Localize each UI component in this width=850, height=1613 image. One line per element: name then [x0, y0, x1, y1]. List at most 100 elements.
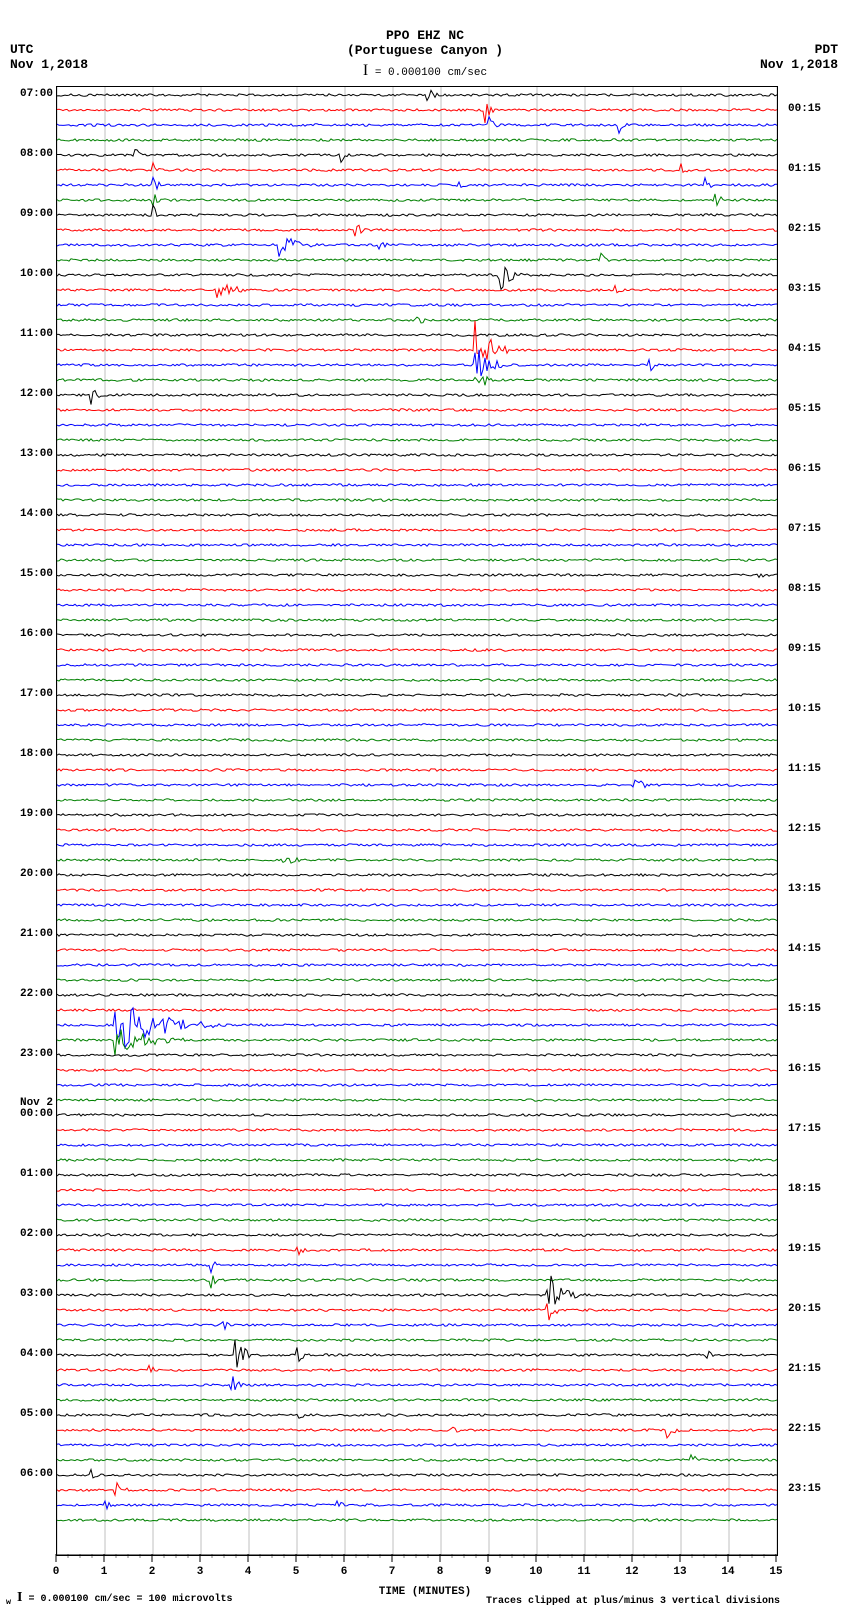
right-label: 10:15: [788, 704, 850, 715]
left-label: 04:00: [0, 1349, 53, 1360]
footer-left: w I = 0.000100 cm/sec = 100 microvolts: [6, 1590, 233, 1607]
x-tick-label: 13: [673, 1566, 687, 1578]
left-label: 05:00: [0, 1409, 53, 1420]
left-label: 15:00: [0, 569, 53, 580]
trace-83: [57, 1339, 777, 1341]
trace-6: [57, 177, 777, 189]
trace-49: [57, 829, 777, 831]
seismogram-plot: [56, 86, 778, 1556]
trace-53: [57, 889, 777, 891]
x-tick-label: 12: [625, 1566, 638, 1578]
trace-62: [57, 1008, 777, 1048]
left-label: 07:00: [0, 89, 53, 100]
trace-78: [57, 1262, 777, 1273]
x-tick-label: 7: [389, 1566, 396, 1578]
left-label: 16:00: [0, 629, 53, 640]
left-label: 02:00: [0, 1229, 53, 1240]
right-label: 14:15: [788, 944, 850, 955]
right-label: 08:15: [788, 584, 850, 595]
right-label: 17:15: [788, 1124, 850, 1135]
trace-61: [57, 1009, 777, 1011]
trace-47: [57, 799, 777, 801]
trace-92: [57, 1470, 777, 1478]
left-label: 22:00: [0, 989, 53, 1000]
trace-66: [57, 1084, 777, 1086]
trace-19: [57, 377, 777, 385]
trace-38: [57, 664, 777, 666]
trace-3: [57, 139, 777, 141]
right-time-axis: 00:1501:1502:1503:1504:1505:1506:1507:15…: [788, 86, 850, 1554]
x-tick-label: 2: [149, 1566, 156, 1578]
left-label: 01:00: [0, 1169, 53, 1180]
trace-45: [57, 769, 777, 771]
right-label: 13:15: [788, 884, 850, 895]
trace-41: [57, 709, 777, 711]
x-tick-label: 1: [101, 1566, 108, 1578]
trace-94: [57, 1501, 777, 1509]
trace-44: [57, 754, 777, 756]
trace-75: [57, 1219, 777, 1221]
trace-73: [57, 1189, 777, 1191]
right-label: 05:15: [788, 404, 850, 415]
x-tick-label: 11: [577, 1566, 591, 1578]
trace-39: [57, 679, 777, 681]
trace-60: [57, 994, 777, 996]
right-label: 11:15: [788, 764, 850, 775]
trace-25: [57, 469, 777, 471]
trace-85: [57, 1365, 777, 1372]
trace-5: [57, 163, 777, 173]
trace-1: [57, 104, 777, 123]
trace-56: [57, 934, 777, 936]
trace-14: [57, 304, 777, 306]
left-label: 23:00: [0, 1049, 53, 1060]
right-label: 12:15: [788, 824, 850, 835]
right-label: 18:15: [788, 1184, 850, 1195]
trace-10: [57, 239, 777, 257]
left-label: 19:00: [0, 809, 53, 820]
x-tick-label: 5: [293, 1566, 300, 1578]
trace-28: [57, 514, 777, 516]
left-time-axis: 07:0008:0009:0010:0011:0012:0013:0014:00…: [0, 86, 53, 1554]
left-label: 14:00: [0, 509, 53, 520]
trace-30: [57, 544, 777, 546]
trace-29: [57, 529, 777, 531]
trace-67: [57, 1099, 777, 1101]
trace-93: [57, 1483, 777, 1495]
trace-68: [57, 1114, 777, 1116]
station-title: PPO EHZ NC: [0, 28, 850, 43]
trace-90: [57, 1444, 777, 1446]
right-label: 09:15: [788, 644, 850, 655]
trace-63: [57, 1030, 777, 1056]
trace-13: [57, 285, 777, 298]
left-label: 21:00: [0, 929, 53, 940]
trace-79: [57, 1276, 777, 1289]
left-label: 11:00: [0, 329, 53, 340]
right-label: 20:15: [788, 1304, 850, 1315]
right-label: 01:15: [788, 164, 850, 175]
trace-40: [57, 694, 777, 696]
trace-52: [57, 874, 777, 876]
x-tick-label: 4: [245, 1566, 252, 1578]
trace-20: [57, 391, 777, 405]
left-label: 10:00: [0, 269, 53, 280]
trace-4: [57, 150, 777, 163]
timezone-right: PDT Nov 1,2018: [760, 42, 838, 72]
trace-76: [57, 1234, 777, 1236]
footer-right: Traces clipped at plus/minus 3 vertical …: [486, 1596, 780, 1607]
trace-72: [57, 1174, 777, 1176]
trace-17: [57, 321, 777, 360]
trace-0: [57, 90, 777, 100]
x-tick-label: 14: [721, 1566, 735, 1578]
right-label: 04:15: [788, 344, 850, 355]
trace-82: [57, 1322, 777, 1329]
trace-35: [57, 619, 777, 621]
trace-81: [57, 1304, 777, 1321]
trace-34: [57, 604, 777, 606]
right-label: 15:15: [788, 1004, 850, 1015]
left-label: 13:00: [0, 449, 53, 460]
trace-37: [57, 649, 777, 651]
trace-65: [57, 1069, 777, 1071]
right-label: 06:15: [788, 464, 850, 475]
trace-48: [57, 814, 777, 816]
x-tick-label: 15: [769, 1566, 783, 1578]
